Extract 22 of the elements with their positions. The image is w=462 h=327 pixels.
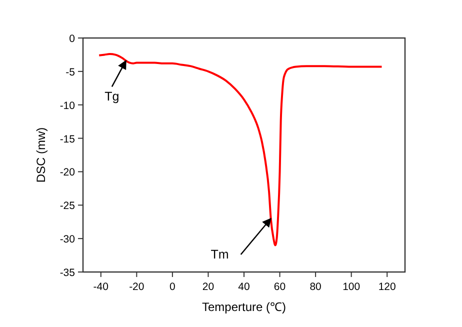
x-tick-label: -20 <box>129 281 144 293</box>
y-tick-label: -35 <box>60 267 76 279</box>
y-tick-label: -25 <box>60 200 76 212</box>
x-tick-label: 40 <box>238 281 250 293</box>
line-series <box>98 53 383 246</box>
annotation: Tm <box>210 248 229 262</box>
y-axis-title: DSC (mw) <box>34 127 48 183</box>
x-tick-label: 0 <box>170 281 176 293</box>
x-tick-label: 20 <box>202 281 214 293</box>
y-tick-label: -20 <box>60 166 76 179</box>
x-axis-title: Temperture (℃) <box>202 300 286 314</box>
annotation: Tg <box>104 90 120 104</box>
x-tick-label: -40 <box>93 281 109 293</box>
x-tick-label: 60 <box>274 281 286 293</box>
y-tick-label: -10 <box>60 100 76 112</box>
x-tick-label: 80 <box>310 281 322 293</box>
y-tick-label: -15 <box>60 133 76 146</box>
x-tick-label: 100 <box>342 281 360 293</box>
y-tick-label: -5 <box>66 66 76 78</box>
y-tick-label: -30 <box>60 234 76 246</box>
y-tick-label: 0 <box>69 33 76 45</box>
x-tick-label: 120 <box>378 281 396 293</box>
